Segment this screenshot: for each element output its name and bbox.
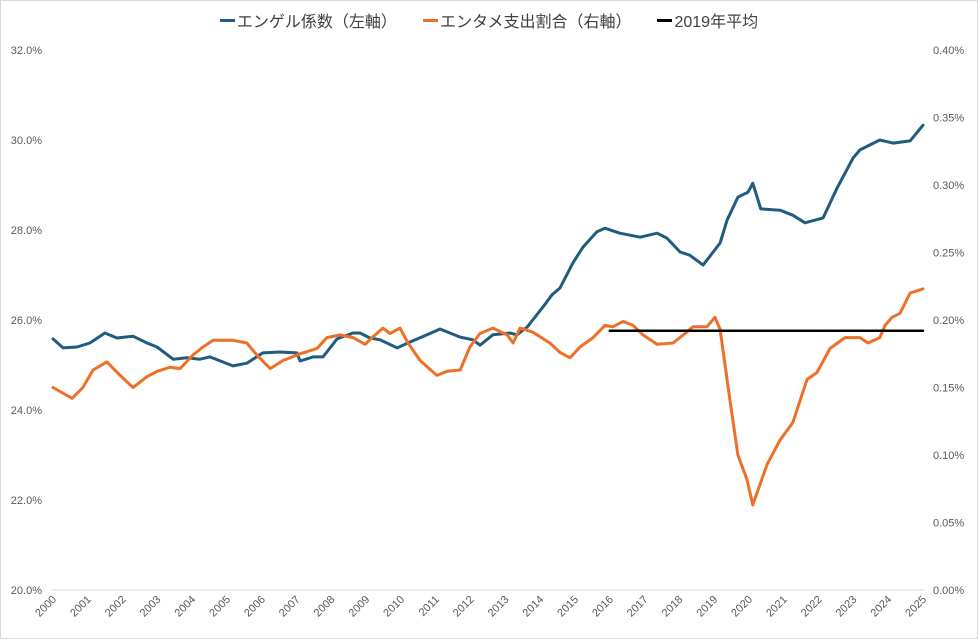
y-left-tick-label: 20.0% (11, 585, 42, 597)
entertainment-share-line (51, 287, 925, 507)
x-tick-label: 2002 (103, 594, 129, 620)
legend: エンゲル係数（左軸） エンタメ支出割合（右軸） 2019年平均 (0, 8, 978, 32)
x-tick-label: 2010 (381, 594, 407, 620)
legend-item-engel: エンゲル係数（左軸） (219, 8, 397, 32)
x-tick-label: 2021 (764, 594, 790, 620)
x-tick-label: 2004 (173, 594, 199, 620)
legend-label-engel: エンゲル係数（左軸） (236, 14, 397, 31)
y-left-tick-label: 24.0% (11, 405, 42, 417)
y-right-tick-label: 0.20% (933, 315, 964, 327)
legend-label-2019-average: 2019年平均 (674, 14, 759, 31)
x-tick-label: 2001 (68, 594, 94, 620)
x-tick-label: 2016 (590, 594, 616, 620)
y-right-tick-label: 0.00% (933, 585, 964, 597)
engel-coefficient-line (51, 123, 925, 368)
y-left-tick-label: 26.0% (11, 315, 42, 327)
y-left-tick-label: 30.0% (11, 135, 42, 147)
x-tick-label: 2003 (138, 594, 164, 620)
x-tick-label: 2009 (347, 594, 373, 620)
y-right-tick-label: 0.05% (933, 518, 964, 530)
y-left-tick-label: 22.0% (11, 495, 42, 507)
y-right-tick-label: 0.35% (933, 113, 964, 125)
x-tick-label: 2020 (729, 594, 755, 620)
x-tick-label: 2005 (207, 594, 233, 620)
y-right-tick-label: 0.10% (933, 450, 964, 462)
y-right-tick-label: 0.15% (933, 383, 964, 395)
legend-swatch-engel (219, 18, 235, 22)
x-tick-label: 2024 (869, 594, 895, 620)
y-left-tick-label: 28.0% (11, 225, 42, 237)
x-tick-label: 2023 (834, 594, 860, 620)
x-tick-label: 2011 (417, 594, 442, 619)
y-right-tick-label: 0.40% (933, 45, 964, 57)
x-tick-label: 2015 (555, 594, 581, 620)
x-tick-label: 2013 (486, 594, 512, 620)
x-tick-label: 2012 (451, 594, 477, 620)
x-tick-label: 2000 (33, 594, 59, 620)
legend-swatch-entertainment (422, 18, 438, 22)
legend-item-entertainment: エンタメ支出割合（右軸） (422, 8, 632, 32)
x-tick-label: 2025 (903, 594, 929, 620)
x-tick-label: 2022 (799, 594, 825, 620)
x-tick-label: 2019 (695, 594, 721, 620)
legend-item-2019-average: 2019年平均 (657, 8, 758, 32)
x-tick-label: 2017 (625, 594, 651, 620)
legend-swatch-2019-average (657, 18, 673, 22)
legend-label-entertainment: エンタメ支出割合（右軸） (439, 14, 632, 31)
x-tick-label: 2008 (312, 594, 338, 620)
x-tick-label: 2014 (521, 594, 547, 620)
y-left-tick-label: 32.0% (11, 45, 42, 57)
y-right-tick-label: 0.30% (933, 180, 964, 192)
x-tick-label: 2018 (660, 594, 686, 620)
y-right-tick-label: 0.25% (933, 248, 964, 260)
x-tick-label: 2007 (277, 594, 303, 620)
x-tick-label: 2006 (242, 594, 268, 620)
